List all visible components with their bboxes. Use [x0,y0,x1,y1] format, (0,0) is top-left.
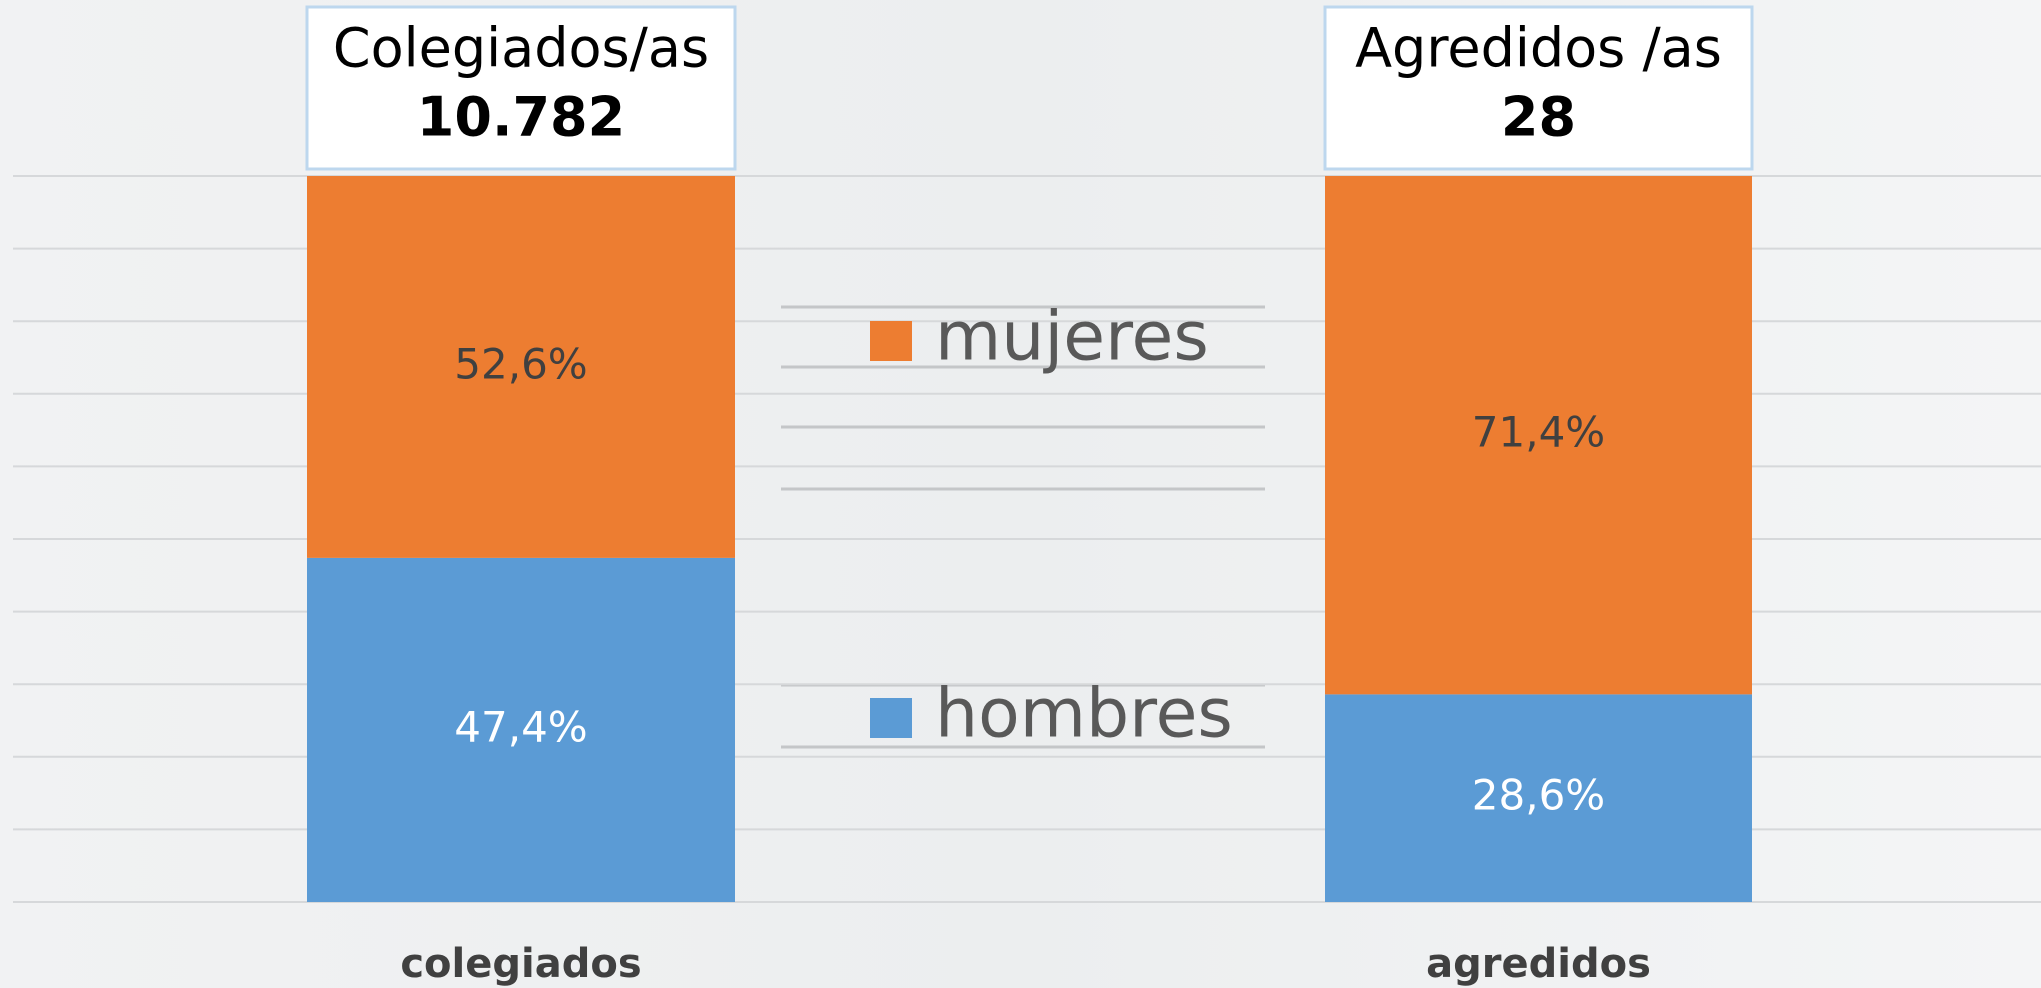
chart: 47,4% 52,6% colegiados Colegiados/as10.782 2… [0,0,2041,988]
legend-swatch [870,321,912,361]
legend-label: mujeres [935,298,1209,377]
header-total: 10.782 [417,86,625,149]
x-tick-label: colegiados [400,941,641,987]
page: 47,4% 52,6% colegiados Colegiados/as10.782 2… [0,0,2041,988]
legend-swatch [870,698,912,738]
data-label: 71,4% [1472,408,1605,457]
legend-label: hombres [935,675,1233,754]
header-title: Agredidos /as [1355,17,1722,80]
data-label: 47,4% [454,702,587,751]
x-tick-label: agredidos [1426,941,1651,987]
header-title: Colegiados/as [333,17,709,80]
data-label: 28,6% [1472,771,1605,820]
data-label: 52,6% [454,339,587,388]
header-total: 28 [1501,86,1576,149]
